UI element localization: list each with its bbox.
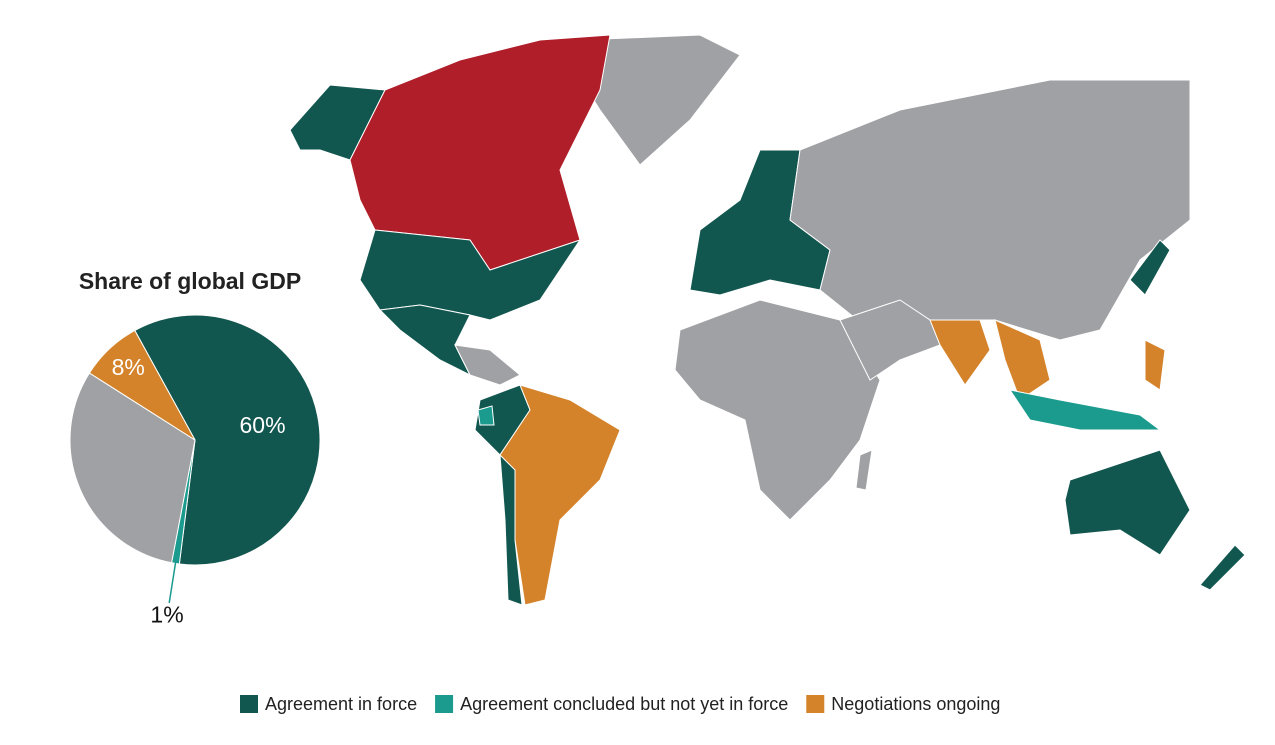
legend-label: Agreement concluded but not yet in force [460, 694, 788, 714]
philippines [1144, 339, 1166, 391]
pie-slice [134, 314, 321, 566]
legend-swatch [806, 695, 825, 713]
usa [359, 229, 582, 321]
slice-label: 1% [150, 602, 183, 628]
southeast-asia [994, 319, 1051, 401]
pie-slice [88, 329, 196, 441]
india [929, 319, 991, 386]
japan [1129, 239, 1171, 296]
africa [674, 299, 881, 521]
pie-title: Share of global GDP [79, 268, 301, 294]
pie: 60% 1% 8% [69, 314, 321, 628]
legend-label: Agreement in force [265, 694, 417, 714]
chile [499, 453, 523, 606]
legend-label: Negotiations ongoing [831, 694, 1000, 714]
south-america [499, 384, 621, 606]
legend: Agreement in force Agreement concluded bu… [240, 694, 1000, 714]
asia [789, 79, 1191, 341]
ecuador [477, 405, 495, 426]
central-america [454, 344, 521, 386]
australia [1064, 449, 1191, 556]
leader-line [168, 560, 177, 604]
slice-label: 60% [240, 412, 286, 438]
legend-swatch [435, 695, 454, 713]
world-map [289, 34, 1246, 606]
slice-label: 8% [112, 354, 145, 380]
mexico [378, 304, 472, 377]
legend-swatch [240, 695, 258, 713]
madagascar [855, 449, 873, 491]
new-zealand [1199, 544, 1246, 591]
indonesia [1008, 389, 1162, 431]
